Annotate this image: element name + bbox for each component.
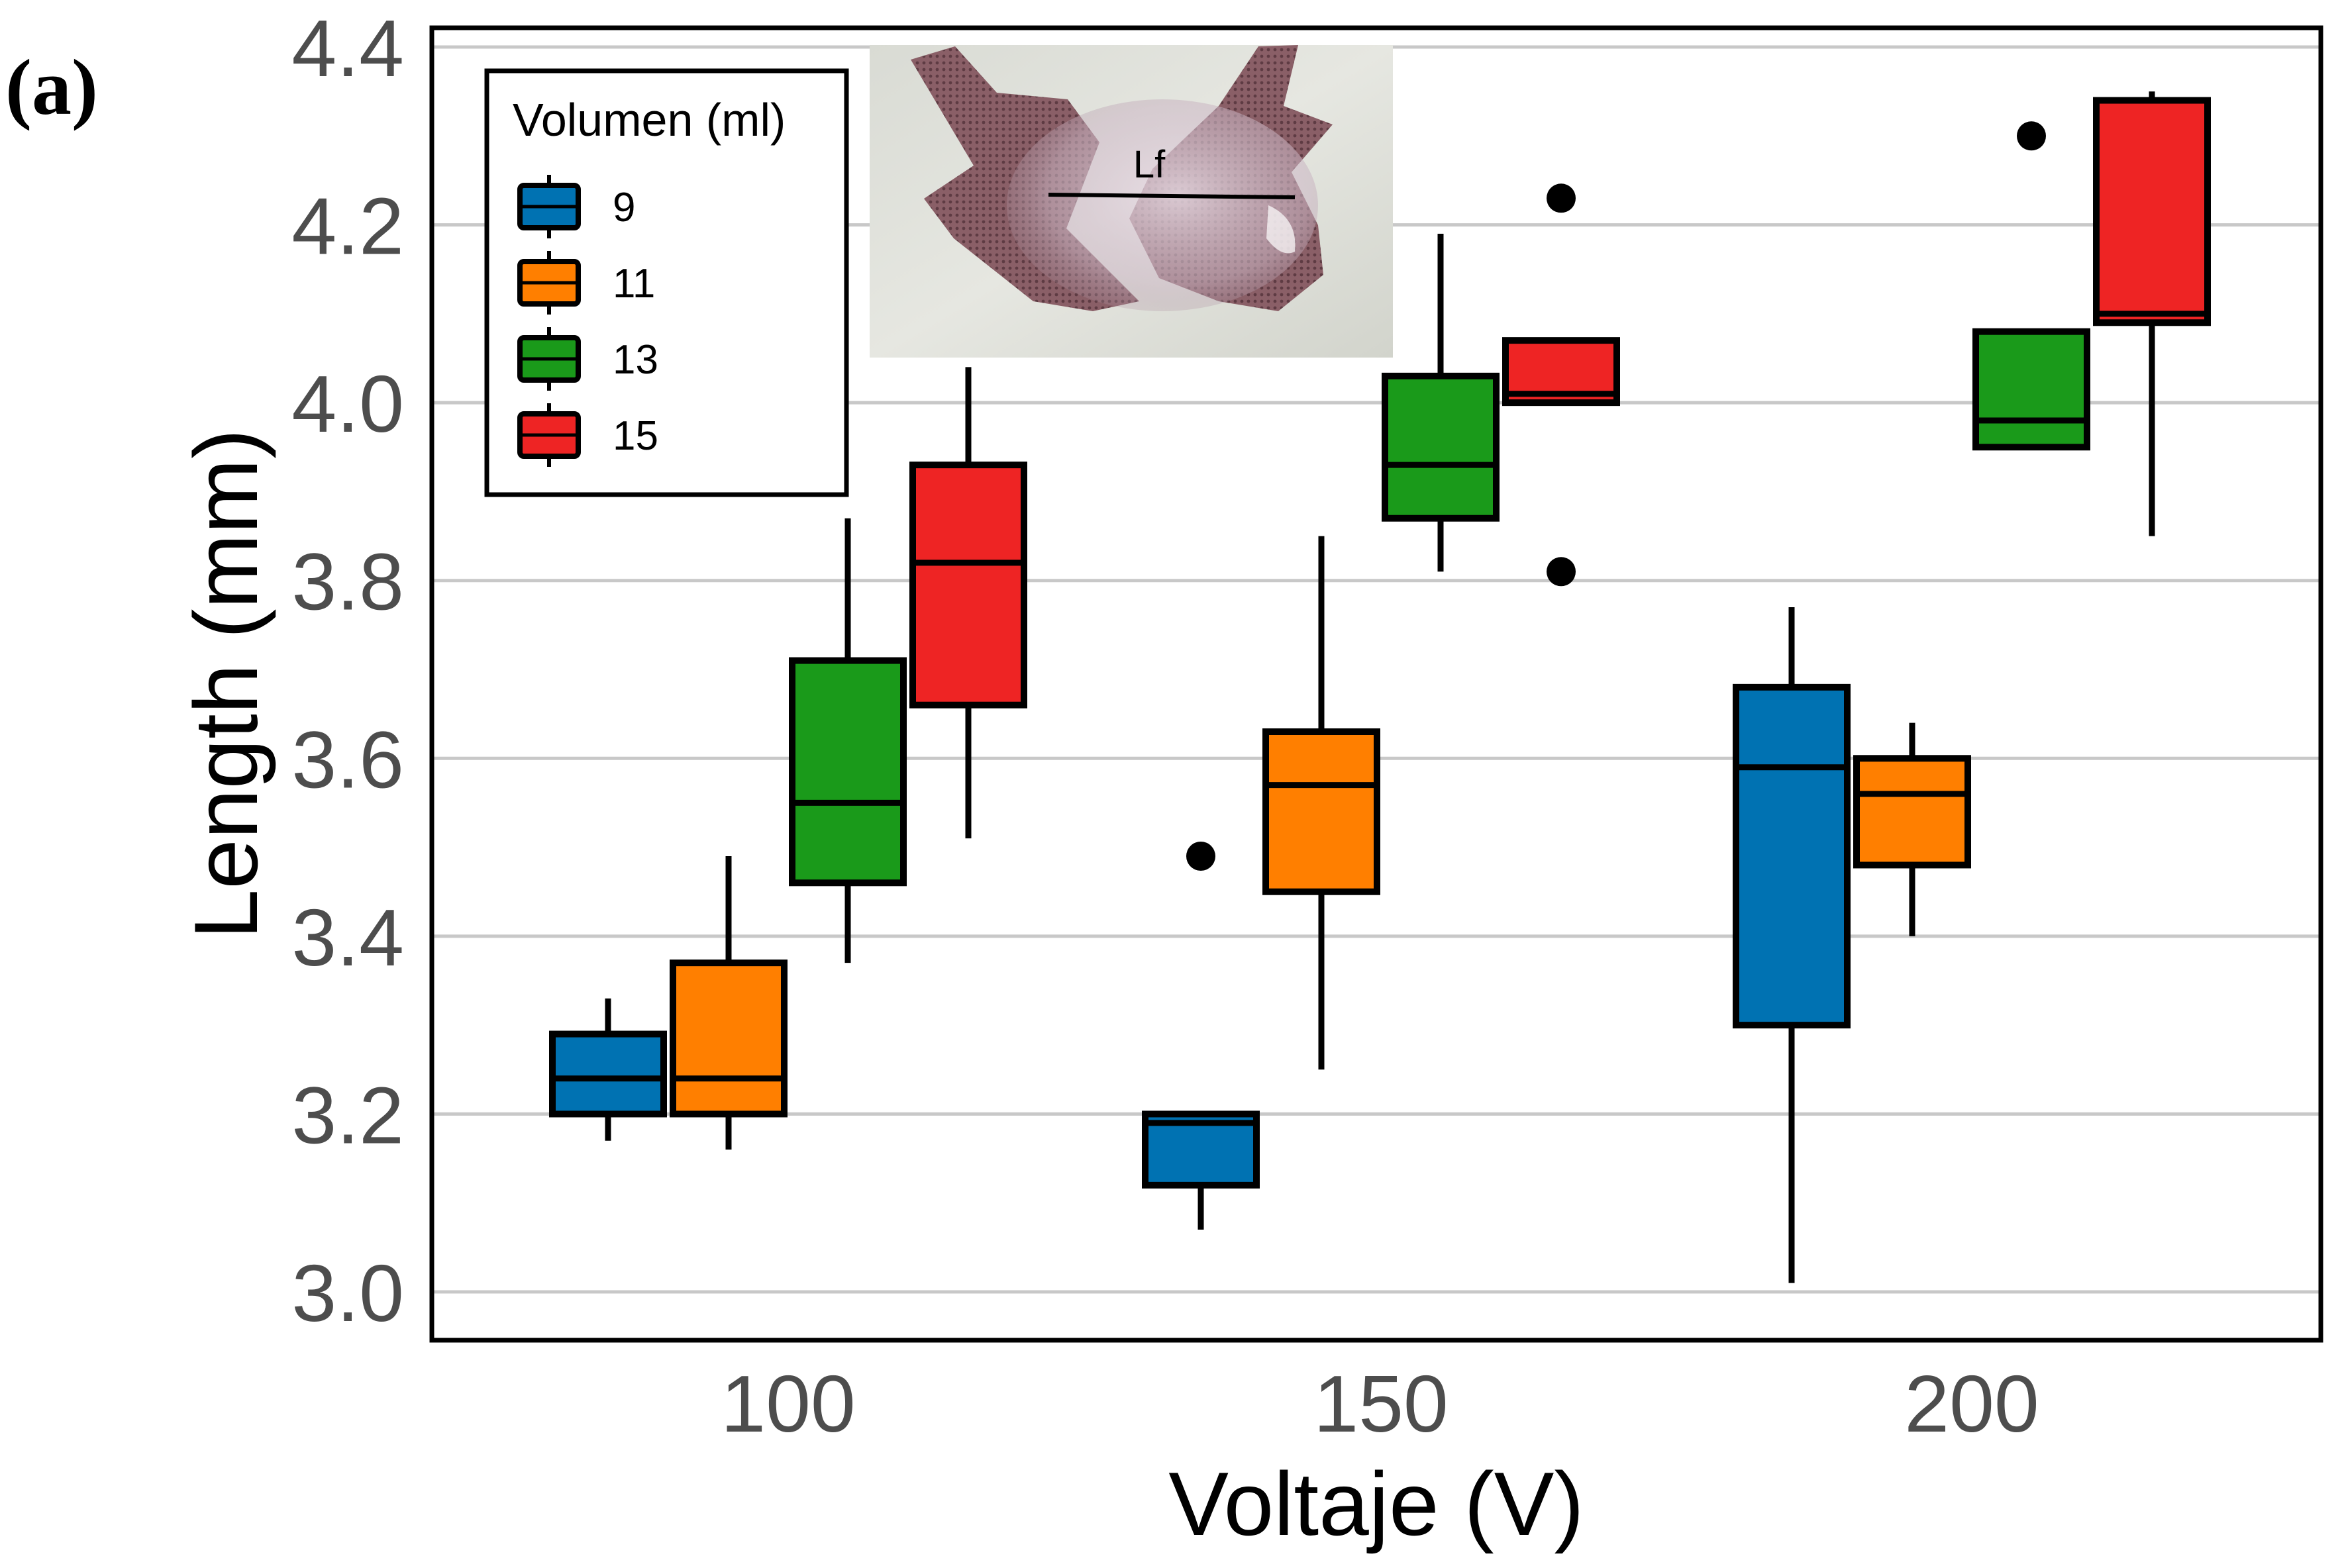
box-body [1972, 328, 2090, 451]
box-body [2093, 97, 2211, 326]
y-tick-label: 4.0 [291, 359, 404, 449]
legend-title: Volumen (ml) [513, 94, 786, 146]
legend-items: 9 11 13 15 [517, 175, 658, 467]
droplet [1007, 99, 1318, 311]
legend-item-11: 11 [517, 251, 655, 315]
legend-item-13: 13 [517, 327, 658, 391]
x-tick-label: 150 [1313, 1359, 1449, 1449]
box-body [549, 1030, 667, 1118]
box-body [1733, 683, 1851, 1029]
box-body [789, 657, 907, 887]
box-9ml-200V [1733, 607, 1851, 1283]
box-11ml-150V [1262, 536, 1380, 1070]
outlier-point [1547, 183, 1576, 213]
y-tick-label: 3.2 [291, 1070, 404, 1160]
y-axis-ticks: 3.0 3.2 3.4 3.6 3.8 4.0 4.2 4.4 [291, 3, 404, 1338]
box-13ml-100V [789, 518, 907, 963]
outlier-point [1547, 557, 1576, 587]
lf-measure-line [1048, 193, 1296, 199]
box-body [909, 462, 1027, 709]
x-axis-ticks: 100 150 200 [721, 1359, 2039, 1449]
box-15ml-200V [2093, 91, 2211, 536]
box-body [1382, 372, 1500, 522]
y-tick-label: 3.0 [291, 1248, 404, 1338]
x-tick-label: 100 [721, 1359, 856, 1449]
legend-item-15: 15 [517, 403, 658, 467]
y-tick-label: 4.2 [291, 181, 404, 271]
y-tick-label: 3.8 [291, 537, 404, 627]
box-15ml-150V [1502, 183, 1620, 587]
y-tick-label: 4.4 [291, 3, 404, 93]
box-11ml-200V [1853, 722, 1971, 936]
y-axis-title: Length (mm) [176, 429, 276, 940]
panel-label: (a) [5, 43, 98, 131]
box-9ml-150V [1142, 842, 1260, 1230]
box-series [549, 91, 2211, 1283]
legend: Volumen (ml) 9 11 13 15 [484, 68, 849, 497]
box-body [1853, 755, 1971, 869]
plot-panel-border [429, 25, 2323, 1343]
legend-label: 13 [613, 337, 658, 383]
box-body [670, 959, 788, 1118]
legend-label: 15 [613, 413, 658, 459]
y-tick-label: 3.6 [291, 714, 404, 805]
legend-item-9: 9 [517, 175, 635, 238]
x-axis-title: Voltaje (V) [1168, 1453, 1584, 1554]
droplet-highlight [1266, 205, 1296, 254]
box-11ml-100V [670, 856, 788, 1150]
box-9ml-100V [549, 998, 667, 1141]
y-tick-label: 3.4 [291, 893, 404, 983]
box-body [1262, 728, 1380, 895]
legend-label: 11 [613, 261, 655, 307]
box-13ml-200V [1972, 121, 2090, 451]
x-tick-label: 200 [1904, 1359, 2039, 1449]
box-13ml-150V [1382, 234, 1500, 572]
lf-label: Lf [1133, 143, 1166, 186]
outlier-point [1186, 842, 1215, 871]
box-15ml-100V [909, 367, 1027, 839]
outlier-point [2017, 121, 2046, 151]
inset-photo: Lf [870, 45, 1393, 358]
legend-label: 9 [613, 185, 635, 230]
